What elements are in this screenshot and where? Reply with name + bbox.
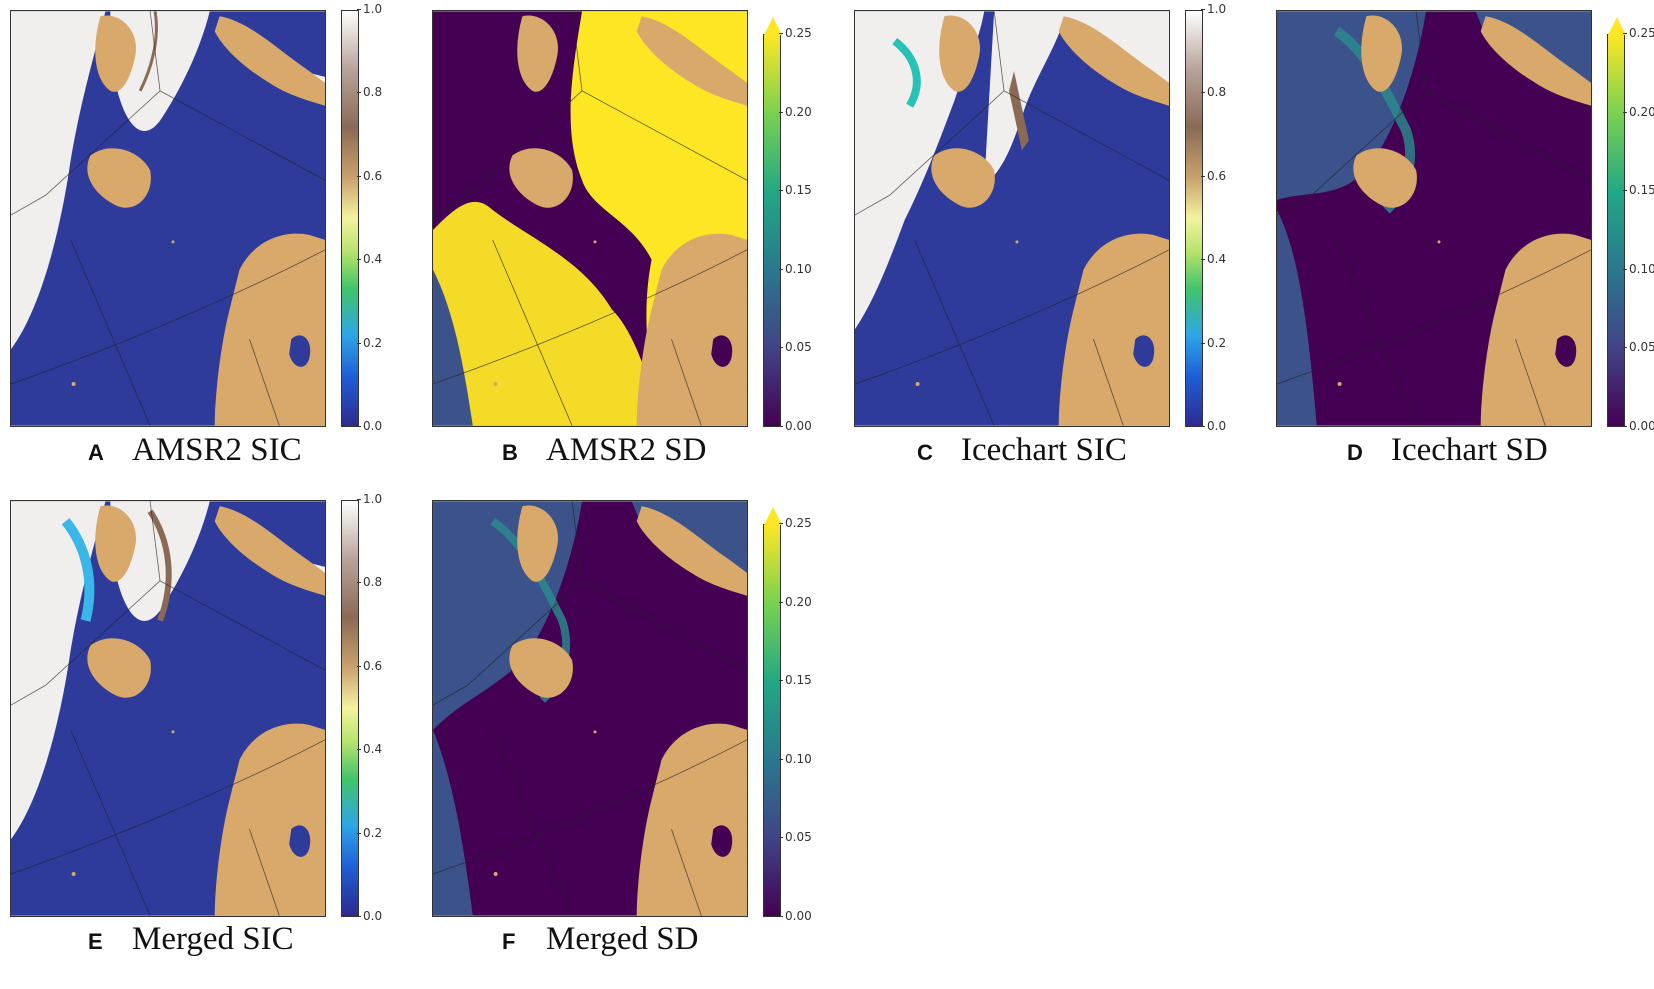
panel-caption-b: B AMSR2 SD (502, 432, 706, 469)
colorbar-b (763, 17, 782, 427)
colorbar-tick-label: 0.8 (1200, 85, 1227, 100)
map-ice-sic (854, 10, 1170, 427)
colorbar-tick-label: 0.6 (356, 658, 383, 673)
colorbar-tick-label: 0.25 (1623, 26, 1654, 40)
colorbar-tick-label: 0.00 (779, 909, 812, 923)
map-amsr2-sd (432, 10, 748, 427)
colorbar-d (1607, 17, 1626, 427)
panel-title: AMSR2 SD (546, 432, 707, 468)
panel-title: Merged SIC (132, 921, 294, 957)
panel-caption-f: F Merged SD (502, 921, 698, 958)
colorbar-tick-label: 0.15 (1623, 183, 1654, 198)
colorbar-tick-label: 0.6 (356, 168, 383, 183)
panel-caption-e: E Merged SIC (88, 921, 294, 958)
colorbar-tick-label: 0.25 (779, 26, 812, 40)
panel-title: Merged SD (546, 921, 699, 957)
colorbar-tick-label: 0.10 (1623, 261, 1654, 276)
map-amsr2-sic (10, 10, 326, 427)
panel-letter: B (502, 440, 518, 465)
colorbar-tick-label: 0.20 (1623, 104, 1654, 119)
colorbar-tick-label: 0.25 (779, 516, 812, 530)
colorbar-tick-label: 0.05 (779, 340, 812, 355)
colorbar-tick-label: 0.20 (779, 104, 812, 119)
panel-title: Icechart SIC (961, 432, 1127, 468)
colorbar-tick-label: 1.0 (356, 492, 383, 506)
colorbar-tick-label: 0.4 (356, 742, 383, 757)
panel-letter: F (502, 929, 516, 954)
colorbar-f (763, 507, 782, 917)
colorbar-tick-label: 1.0 (356, 2, 383, 16)
colorbar-tick-label: 0.0 (1200, 419, 1227, 433)
panel-caption-c: C Icechart SIC (917, 432, 1127, 469)
colorbar-tick-label: 0.00 (779, 419, 812, 433)
panel-letter: E (88, 929, 103, 954)
colorbar-tick-label: 0.8 (356, 85, 383, 100)
colorbar-tick-label: 0.2 (1200, 335, 1227, 350)
panel-letter: C (917, 440, 933, 465)
colorbar-tick-label: 0.10 (779, 261, 812, 276)
colorbar-tick-label: 0.05 (1623, 340, 1654, 355)
colorbar-extend-arrow (1608, 17, 1626, 35)
colorbar-tick-label: 0.0 (356, 419, 383, 433)
panel-letter: A (88, 440, 104, 465)
colorbar-tick-label: 0.2 (356, 825, 383, 840)
colorbar-tick-label: 0.15 (779, 183, 812, 198)
map-ice-sd (1276, 10, 1592, 427)
colorbar-tick-label: 0.4 (1200, 252, 1227, 267)
colorbar-a (341, 10, 359, 427)
map-merged-sic (10, 500, 326, 917)
colorbar-tick-label: 0.05 (779, 830, 812, 845)
panel-title: AMSR2 SIC (132, 432, 302, 468)
colorbar-tick-label: 0.15 (779, 673, 812, 688)
colorbar-tick-label: 0.4 (356, 252, 383, 267)
colorbar-tick-label: 0.00 (1623, 419, 1654, 433)
colorbar-extend-arrow (764, 17, 782, 35)
panel-caption-d: D Icechart SD (1347, 432, 1548, 469)
colorbar-tick-label: 0.20 (779, 594, 812, 609)
colorbar-tick-label: 0.10 (779, 751, 812, 766)
colorbar-tick-label: 0.8 (356, 575, 383, 590)
colorbar-tick-label: 0.6 (1200, 168, 1227, 183)
panel-title: Icechart SD (1391, 432, 1548, 468)
colorbar-tick-label: 0.0 (356, 909, 383, 923)
colorbar-e (341, 500, 359, 917)
colorbar-c (1185, 10, 1203, 427)
colorbar-tick-label: 1.0 (1200, 2, 1227, 16)
panel-caption-a: A AMSR2 SIC (88, 432, 302, 469)
colorbar-extend-arrow (764, 507, 782, 525)
map-merged-sd (432, 500, 748, 917)
panel-letter: D (1347, 440, 1363, 465)
colorbar-tick-label: 0.2 (356, 335, 383, 350)
